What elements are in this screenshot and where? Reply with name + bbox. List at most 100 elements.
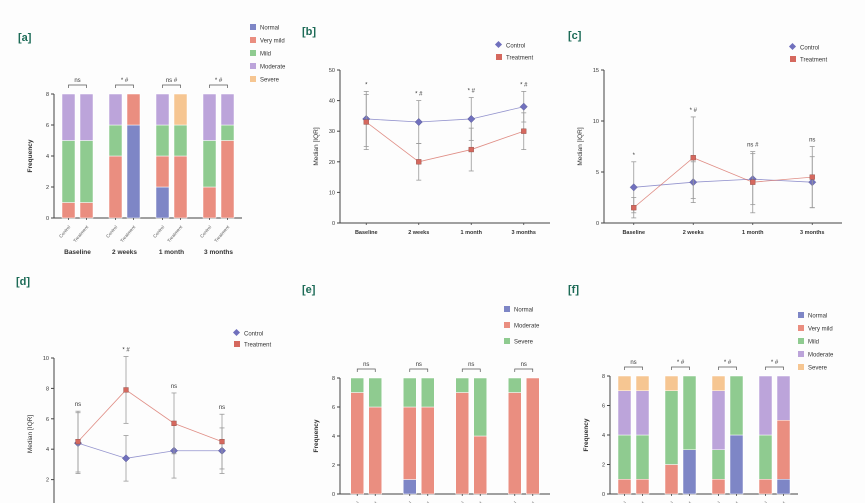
svg-text:Very mild: Very mild [260,39,285,45]
panel-f-label: [f] [568,284,579,296]
panel-a-chart: 0 2 4 6 8 Frequency Normal Very mild Mild Moderat… [6,14,322,268]
panel-b-label: [b] [302,26,317,38]
svg-text:Baseline: Baseline [64,249,91,256]
svg-text:ns: ns [416,362,422,368]
svg-text:3 months: 3 months [512,230,536,236]
svg-text:6: 6 [332,405,335,411]
svg-text:ns: ns [468,362,474,368]
svg-text:Mild: Mild [260,52,271,58]
svg-text:4: 4 [332,434,335,440]
svg-text:* #: * # [122,347,130,353]
panel-e-label: [e] [302,284,316,296]
svg-text:10: 10 [43,356,49,362]
svg-text:ns: ns [171,384,177,390]
svg-text:50: 50 [329,68,335,74]
svg-text:* #: * # [415,92,423,98]
svg-text:* #: * # [121,78,129,84]
svg-text:2: 2 [46,185,49,191]
svg-text:2: 2 [46,478,49,484]
svg-text:0: 0 [596,221,599,227]
svg-text:*: * [633,153,636,159]
svg-text:20: 20 [329,160,335,166]
svg-text:8: 8 [602,374,605,380]
svg-text:Control: Control [152,224,165,238]
svg-text:4: 4 [602,433,605,439]
svg-text:Severe: Severe [260,78,280,84]
svg-text:Normal: Normal [260,26,279,32]
svg-text:* #: * # [215,78,223,84]
svg-text:2: 2 [602,463,605,469]
svg-text:1 month: 1 month [159,249,184,256]
svg-text:0: 0 [332,492,335,498]
svg-text:Moderate: Moderate [260,65,286,71]
svg-text:Moderate: Moderate [808,353,834,359]
svg-text:10: 10 [329,190,335,196]
svg-text:15: 15 [593,68,599,74]
svg-text:4: 4 [46,447,49,453]
svg-text:5: 5 [596,170,599,176]
svg-text:ns: ns [219,405,225,411]
svg-text:Control: Control [506,44,525,50]
panel-f-chart: 0 2 4 6 8 Frequency Normal Very mild Mild Moderat… [566,272,860,503]
svg-text:Treatment: Treatment [506,56,533,62]
svg-text:Treatment: Treatment [213,224,230,243]
svg-text:8: 8 [46,92,49,98]
svg-text:0: 0 [332,221,335,227]
svg-text:40: 40 [329,99,335,105]
svg-text:ns: ns [809,138,815,144]
panel-e: [e] 02468FrequencyNormalModerateSevereCo… [296,272,566,503]
svg-text:Moderate: Moderate [514,324,540,330]
svg-text:Control: Control [58,224,71,238]
panel-b-chart: 0 10 20 30 40 50 Median [IQR] Control Treatment B… [296,20,566,262]
panel-f: [f] 0 2 4 6 8 Frequency Normal Very mild Mild Mod… [566,272,860,503]
svg-text:Frequency: Frequency [313,419,320,452]
svg-text:4: 4 [46,154,49,160]
svg-text:* #: * # [771,360,779,366]
svg-text:Treatment: Treatment [800,58,827,64]
svg-text:* #: * # [468,89,476,95]
panel-c-chart: 0 5 10 15 Median [IQR] Control Treatment Baseli… [566,20,860,262]
panel-a-label: [a] [18,32,32,44]
panel-c: [c] 0 5 10 15 Median [IQR] Control Treatment Ba… [566,20,860,262]
svg-text:Baseline: Baseline [355,230,378,236]
svg-text:Frequency: Frequency [583,418,590,451]
panel-d-label: [d] [16,276,31,288]
svg-text:Median [IQR]: Median [IQR] [27,415,34,453]
svg-text:0: 0 [46,216,49,222]
svg-text:Control: Control [199,224,212,238]
svg-text:1 month: 1 month [742,230,764,236]
panel-e-chart: 02468FrequencyNormalModerateSevereContro… [296,272,566,503]
svg-text:8: 8 [46,386,49,392]
svg-text:Treatment: Treatment [166,224,183,243]
svg-text:Control: Control [800,46,819,52]
svg-text:8: 8 [332,376,335,382]
svg-text:Severe: Severe [808,366,828,372]
svg-text:Treatment: Treatment [119,224,136,243]
svg-text:Median [IQR]: Median [IQR] [313,127,320,165]
svg-text:6: 6 [46,417,49,423]
svg-text:2 weeks: 2 weeks [683,230,704,236]
svg-text:Baseline: Baseline [622,230,645,236]
svg-text:1 month: 1 month [461,230,483,236]
svg-text:* #: * # [677,360,685,366]
svg-text:Normal: Normal [808,314,827,320]
svg-text:ns: ns [74,78,80,84]
svg-text:Frequency: Frequency [27,139,34,172]
svg-text:ns: ns [363,362,369,368]
svg-text:*: * [365,82,368,88]
svg-text:ns: ns [521,362,527,368]
svg-text:Treatment: Treatment [72,224,89,243]
svg-text:30: 30 [329,129,335,135]
svg-text:Normal: Normal [514,308,533,314]
panel-d: [d] 0246810Median [IQR]ControlTreatmentB… [6,270,308,503]
svg-text:ns: ns [75,402,81,408]
panel-c-label: [c] [568,30,582,42]
svg-text:3 months: 3 months [800,230,824,236]
svg-text:2 weeks: 2 weeks [112,249,137,256]
svg-text:Severe: Severe [514,340,534,346]
svg-text:* #: * # [520,82,528,88]
svg-text:Mild: Mild [808,340,819,346]
svg-text:Very mild: Very mild [808,327,833,333]
svg-text:ns #: ns # [166,78,178,84]
